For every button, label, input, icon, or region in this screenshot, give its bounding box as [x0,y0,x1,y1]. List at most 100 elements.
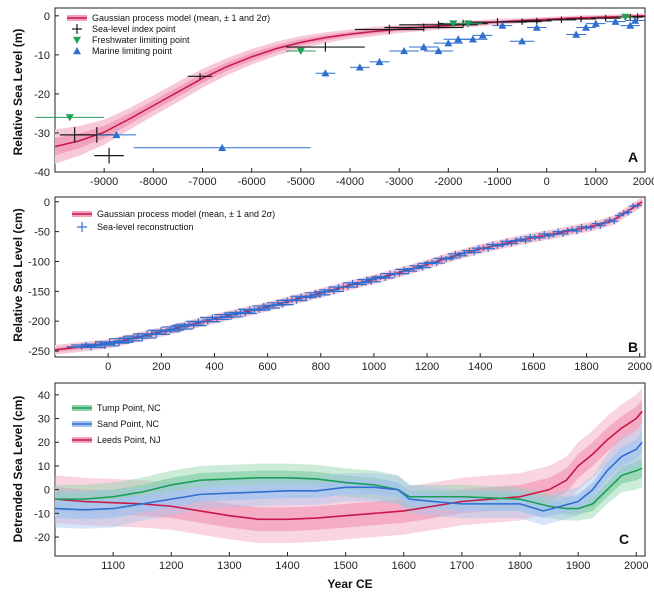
panel-b-xtick-label: 1800 [574,361,598,373]
panel-b-ytick-label: -100 [28,256,50,268]
panel-a: -9000 -8000 -7000 -6000 -5000 -4000 -3000 -2000… [11,7,654,188]
panel-a-xtick-label: 1000 [584,176,608,188]
panel-a-xtick-label: -8000 [139,176,167,188]
marine-point [591,19,600,27]
panel-b-xtick-label: 400 [205,361,223,373]
panel-a-xtick-label: -7000 [188,176,216,188]
panel-b-xtick-label: 1000 [362,361,386,373]
freshwater-point [621,13,630,21]
panel-b-xtick-label: 1200 [415,361,439,373]
marine-point [631,16,640,24]
panel-a-legend-label: Gaussian process model (mean, ± 1 and 2σ… [92,13,270,23]
marine-point [582,23,590,31]
panel-c-xtick-label: 1500 [333,560,357,572]
panel-c-ytick-label: -20 [34,532,50,544]
panel-c-ytick-label: -10 [34,508,50,520]
panel-b-ytick-label: -250 [28,346,50,358]
panel-b-frame [54,196,646,358]
marine-point [321,69,330,77]
freshwater-point [296,47,305,55]
marine-point [518,37,527,45]
panel-c-xlabel: Year CE [327,577,372,591]
panel-a-xtick-label: -5000 [287,176,315,188]
panel-a-ytick-label: -20 [34,89,50,101]
panel-b-xtick-label: 1600 [521,361,545,373]
panel-a-letter: A [628,149,638,165]
marine-point [218,143,227,151]
panel-c-ytick-label: 30 [38,414,50,426]
panel-c-ytick-label: 0 [44,485,50,497]
freshwater-point [464,20,472,28]
panel-c-xtick-label: 1400 [275,560,299,572]
panel-c: 1100 1200 1300 1400 1500 1600 1700 1800 1900 2000… [11,382,649,591]
panel-b-xtick-label: 0 [105,361,111,373]
panel-b-legend-label: Sea-level reconstruction [97,222,194,232]
marine-point [626,21,635,29]
panel-c-legend-label: Tump Point, NC [97,403,161,413]
panel-b-legend: Gaussian process model (mean, ± 1 and 2σ… [72,209,275,232]
marine-point [375,57,384,66]
panel-b-xtick-label: 800 [312,361,330,373]
panel-a-legend-label: Sea-level index point [92,24,176,34]
panel-b-ytick-label: -50 [34,227,50,239]
series-line-leeds-point-nj [54,410,643,521]
panel-a-ytick-label: -40 [34,167,50,179]
panel-c-xtick-label: 2000 [624,560,648,572]
marine-point [434,46,443,55]
panel-a-xtick-label: -1000 [483,176,511,188]
panel-b-ytick-label: -200 [28,316,50,328]
marine-point [572,30,581,38]
panel-a-xtick-label: -4000 [336,176,364,188]
panel-c-xtick-label: 1800 [508,560,532,572]
panel-b-xtick-label: 1400 [468,361,492,373]
panel-c-legend-label: Leeds Point, NJ [97,435,161,445]
marine-point [355,63,364,71]
panel-b-ytick-label: -150 [28,286,50,298]
marine-point [611,17,620,25]
marine-point [112,130,121,139]
panel-a-xtick-label: 0 [544,176,550,188]
legend-triangle-marker [73,36,81,44]
panel-c-xtick-label: 1100 [101,560,125,572]
freshwater-point [65,114,74,122]
panel-a-ytick-label: -30 [34,128,50,140]
panel-a-ylabel: Relative Sea Level (m) [11,29,25,156]
panel-b-legend-label: Gaussian process model (mean, ± 1 and 2σ… [97,209,275,219]
panel-a-legend-label: Marine limiting point [92,46,173,56]
gp-band-2sigma [55,13,645,164]
panel-c-xtick-label: 1700 [450,560,474,572]
marine-point [444,39,453,47]
panel-a-xtick-label: 2000 [633,176,654,188]
marine-point [532,23,541,31]
panel-c-xtick-label: 1300 [217,560,241,572]
legend-triangle-marker [73,47,81,55]
marine-point [498,21,507,29]
series-line-tump-point-nc [55,467,643,510]
series-line-sand-point-nc [54,441,643,512]
panel-c-legend-label: Sand Point, NC [97,419,160,429]
panel-a-xtick-label: -2000 [434,176,462,188]
panel-b-ytick-label: 0 [44,197,50,209]
panel-a-legend: Gaussian process model (mean, ± 1 and 2σ… [67,13,270,56]
panel-b-xtick-label: 2000 [627,361,651,373]
marine-point [468,35,477,43]
panel-c-ytick-label: 10 [38,461,50,473]
panel-c-xtick-label: 1600 [392,560,416,572]
panel-c-ytick-label: 40 [38,390,50,402]
panel-c-xtick-label: 1900 [566,560,590,572]
panel-a-legend-label: Freshwater limiting point [92,35,190,45]
panel-c-letter: C [619,531,629,547]
panel-b-ylabel: Relative Sea Level (cm) [11,208,25,341]
panel-a-ytick-label: 0 [44,11,50,23]
marine-point [419,43,428,51]
gp-band-2sigma [55,197,643,355]
panel-b: 0 200 400 600 800 1000 1200 1400 1600 1800 2000 0 -5… [11,196,652,373]
panel-c-ytick-label: 20 [38,437,50,449]
panel-a-xtick-label: -6000 [238,176,266,188]
panel-a-ytick-label: -10 [34,50,50,62]
panel-c-ylabel: Detrended Sea Level (cm) [11,396,25,543]
panel-c-frame [54,382,646,557]
panel-a-xtick-label: -3000 [385,176,413,188]
marine-point [400,46,409,55]
panel-c-legend: Tump Point, NC Sand Point, NC Leeds Point,… [72,403,161,445]
